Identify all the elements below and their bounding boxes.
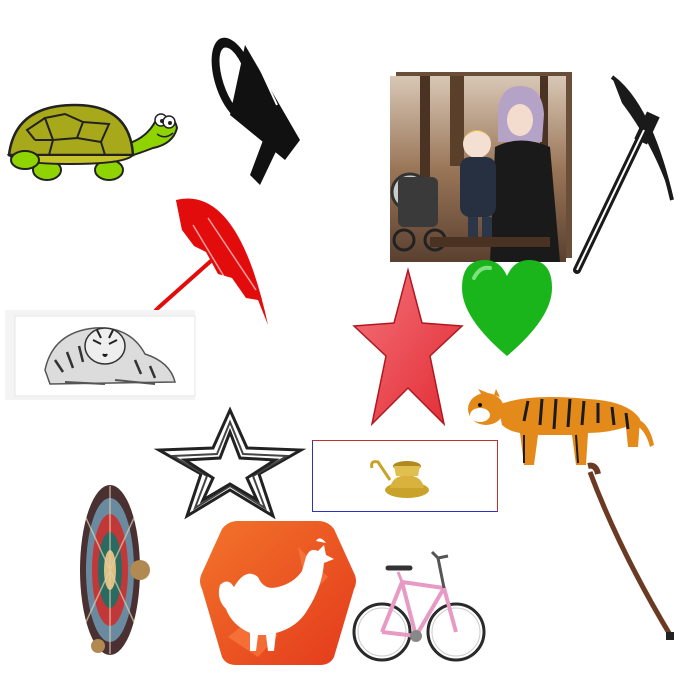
tiger-icon [468, 385, 658, 470]
tiger-sketch-icon [5, 310, 196, 400]
pickaxe-icon [572, 75, 677, 275]
umbrella-icon [148, 190, 273, 330]
megaphone-icon [205, 35, 305, 190]
heart-icon [460, 258, 554, 358]
photo-icon [390, 72, 572, 262]
turtle-icon [5, 100, 183, 185]
star-icon [352, 267, 464, 428]
mandala-icon [78, 478, 158, 663]
star-outline-icon [153, 406, 307, 520]
walking-stick-icon [560, 462, 680, 642]
chicken-icon [198, 517, 358, 669]
lamp-icon [312, 440, 498, 512]
bicycle-icon [352, 548, 487, 666]
